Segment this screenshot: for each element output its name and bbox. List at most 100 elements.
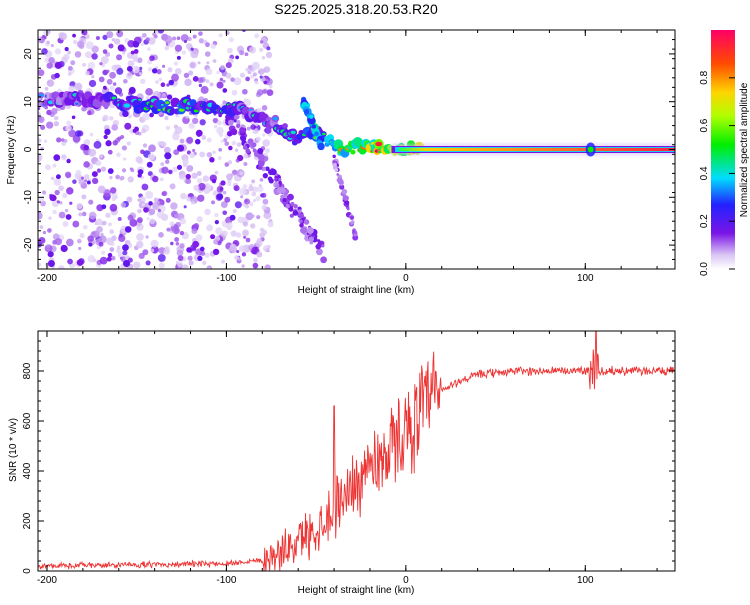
noise-blob xyxy=(76,202,83,210)
noise-blob xyxy=(161,141,167,147)
noise-blob xyxy=(127,60,135,68)
noise-blob xyxy=(216,81,224,89)
noise-blob xyxy=(173,149,180,156)
noise-blob xyxy=(122,244,129,252)
ridge-blob xyxy=(317,142,325,151)
noise-blob xyxy=(157,253,166,262)
noise-blob xyxy=(59,32,68,41)
noise-blob xyxy=(177,255,184,262)
noise-blob xyxy=(130,50,135,55)
noise-blob xyxy=(183,205,187,209)
noise-blob xyxy=(200,250,206,256)
noise-blob xyxy=(220,139,224,143)
noise-blob xyxy=(257,159,265,167)
snr-ylabel: SNR (10 * v/v) xyxy=(8,418,19,482)
noise-blob xyxy=(79,233,85,239)
noise-blob xyxy=(49,194,57,202)
noise-blob xyxy=(245,67,250,72)
ridge-core xyxy=(123,103,131,108)
line-blip-core xyxy=(587,146,594,153)
x-tick-label: -200 xyxy=(37,575,57,586)
noise-blob xyxy=(233,185,240,192)
noise-blob xyxy=(117,44,125,52)
noise-blob xyxy=(190,50,199,59)
noise-blob xyxy=(209,82,214,87)
noise-blob xyxy=(147,67,153,72)
noise-blob xyxy=(130,168,135,173)
noise-blob xyxy=(103,134,108,140)
noise-blob xyxy=(179,218,187,225)
noise-blob xyxy=(40,200,46,207)
noise-blob xyxy=(76,259,84,266)
snr-xlabel: Height of straight line (km) xyxy=(298,585,415,596)
noise-blob xyxy=(158,232,164,238)
noise-blob xyxy=(261,55,266,60)
noise-blob xyxy=(84,51,92,59)
noise-blob xyxy=(266,46,271,51)
noise-blob xyxy=(95,161,99,165)
noise-blob xyxy=(257,185,264,192)
noise-blob xyxy=(349,215,355,220)
noise-blob xyxy=(116,152,121,158)
noise-blob xyxy=(199,151,206,158)
colorbar-gradient xyxy=(711,30,735,269)
noise-blob xyxy=(226,173,233,181)
noise-blob xyxy=(85,41,94,50)
noise-blob xyxy=(64,208,69,213)
figure-title: S225.2025.318.20.53.R20 xyxy=(274,1,438,17)
noise-blob xyxy=(219,64,226,71)
noise-blob xyxy=(166,94,173,100)
noise-blob xyxy=(52,163,57,168)
noise-blob xyxy=(95,218,103,226)
noise-blob xyxy=(225,118,229,122)
noise-blob xyxy=(239,72,246,78)
noise-blob xyxy=(142,143,148,148)
noise-blob xyxy=(122,250,128,256)
noise-blob xyxy=(91,171,98,178)
noise-blob xyxy=(98,241,104,247)
ridge-blob xyxy=(314,131,319,137)
noise-blob xyxy=(47,251,54,258)
noise-blob xyxy=(222,100,226,104)
noise-blob xyxy=(192,240,200,248)
y-tick-label: 600 xyxy=(22,412,33,429)
noise-blob xyxy=(54,72,60,79)
noise-blob xyxy=(287,193,294,201)
snr-frame xyxy=(37,330,676,572)
noise-blob xyxy=(249,74,255,79)
noise-blob xyxy=(101,250,106,255)
noise-blob xyxy=(242,221,248,227)
noise-blob xyxy=(337,178,344,185)
noise-blob xyxy=(65,214,72,220)
noise-blob xyxy=(116,30,124,38)
noise-blob xyxy=(187,255,193,261)
noise-blob xyxy=(242,30,246,33)
noise-blob xyxy=(251,214,255,218)
noise-blob xyxy=(161,92,167,98)
noise-blob xyxy=(228,37,234,43)
noise-blob xyxy=(191,228,198,235)
noise-blob xyxy=(248,46,256,54)
noise-blob xyxy=(251,179,256,184)
noise-blob xyxy=(211,178,217,184)
ridge-core xyxy=(138,98,142,101)
x-tick-label: 100 xyxy=(577,575,594,586)
noise-blob xyxy=(234,255,240,261)
y-tick-label: 800 xyxy=(22,362,33,379)
noise-blob xyxy=(107,252,113,258)
noise-blob xyxy=(351,220,355,224)
noise-blob xyxy=(76,238,82,244)
noise-blob xyxy=(181,50,186,55)
snr-background xyxy=(38,331,675,571)
noise-blob xyxy=(38,236,46,244)
noise-blob xyxy=(308,236,315,243)
noise-blob xyxy=(50,44,54,48)
noise-blob xyxy=(38,111,41,117)
noise-blob xyxy=(262,139,270,147)
noise-blob xyxy=(239,187,247,196)
noise-blob xyxy=(227,47,233,54)
noise-blob xyxy=(135,240,144,249)
noise-blob xyxy=(242,230,249,237)
noise-blob xyxy=(41,48,48,55)
noise-blob xyxy=(255,196,261,202)
